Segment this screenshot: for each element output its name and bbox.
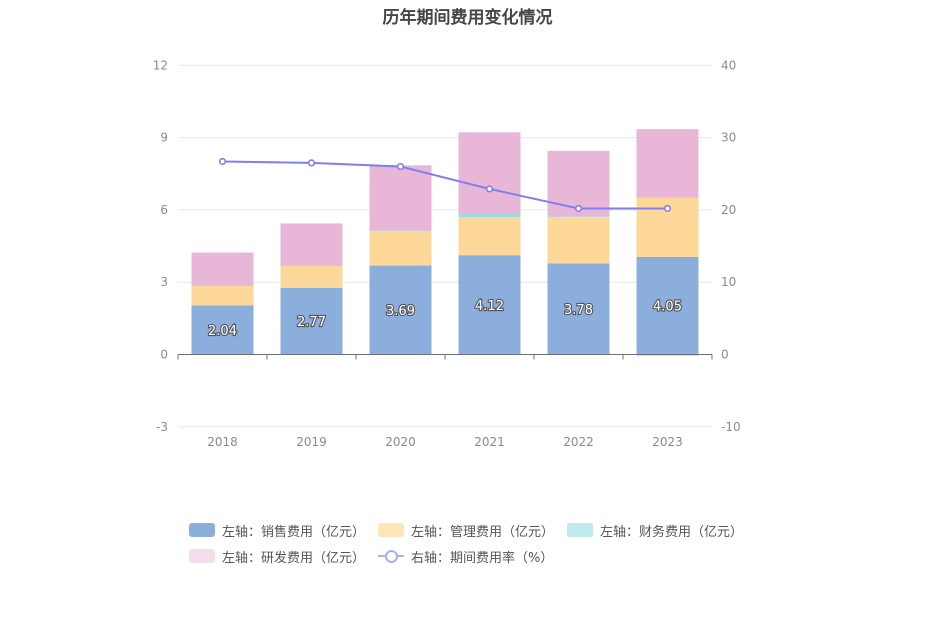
legend-label-sales: 左轴：销售费用（亿元） — [222, 524, 366, 540]
legend-item-rate[interactable]: 右轴：期间费用率（%） — [378, 547, 554, 566]
legend-label-rd: 左轴：研发费用（亿元） — [222, 550, 366, 566]
bar-segment — [280, 265, 343, 267]
bar-segment — [636, 354, 699, 356]
rate-line-path — [222, 160, 668, 210]
bar-segment — [369, 265, 432, 355]
bar-segment — [280, 266, 343, 288]
bar-data-label: 2.04 — [208, 324, 237, 339]
legend-item-admin[interactable]: 左轴：管理费用（亿元） — [378, 521, 555, 540]
legend-swatch-admin — [378, 523, 404, 537]
grid-lines — [178, 64, 712, 428]
left-tick-label: -3 — [156, 420, 168, 434]
rate-line-point — [396, 162, 405, 171]
bars — [191, 129, 699, 356]
bar-segment — [636, 256, 699, 355]
x-tick-label: 2018 — [207, 435, 238, 449]
bar-segment — [191, 286, 254, 306]
bar-data-label: 3.78 — [564, 303, 593, 318]
left-tick-label: 3 — [160, 275, 168, 289]
left-tick-label: 9 — [160, 131, 168, 145]
x-tick-label: 2023 — [652, 435, 683, 449]
legend-swatch-finance — [567, 523, 593, 537]
bar-segment — [280, 223, 343, 266]
legend-item-sales[interactable]: 左轴：销售费用（亿元） — [189, 521, 366, 540]
right-tick-label: 10 — [721, 275, 736, 289]
legend-item-finance[interactable]: 左轴：财务费用（亿元） — [567, 521, 744, 540]
bar-segment — [458, 255, 521, 355]
bar-segment — [280, 287, 343, 355]
rate-line-point — [218, 157, 227, 166]
bar-segment — [191, 252, 254, 286]
bar-segment — [547, 217, 610, 264]
x-tick-label: 2019 — [296, 435, 327, 449]
rate-line-point — [574, 204, 583, 213]
bar-data-label: 4.05 — [653, 300, 682, 315]
right-tick-label: 20 — [721, 203, 736, 217]
bar-segment — [636, 129, 699, 198]
bar-segment — [369, 230, 432, 232]
bar-segment — [547, 216, 610, 218]
x-tick-label: 2022 — [563, 435, 594, 449]
rate-line — [218, 157, 672, 213]
right-tick-label: 0 — [721, 348, 729, 362]
right-tick-label: 40 — [721, 58, 736, 72]
bar-segment — [369, 231, 432, 266]
right-tick-label: -10 — [721, 420, 741, 434]
x-tick-label: 2021 — [474, 435, 505, 449]
bar-segment — [369, 165, 432, 231]
bar-segment — [191, 305, 254, 355]
rate-line-point — [307, 159, 316, 167]
bar-segment — [458, 213, 521, 218]
x-tick-label: 2020 — [385, 435, 416, 449]
bar-data-label: 2.77 — [297, 315, 326, 330]
rate-line-point — [663, 204, 672, 213]
data-labels: 2.04 2.77 3.69 4.12 3.78 4.05 — [207, 298, 683, 340]
left-tick-label: 12 — [153, 58, 168, 72]
left-tick-label: 0 — [160, 348, 168, 362]
legend-swatch-sales — [189, 523, 215, 537]
left-tick-label: 6 — [160, 203, 168, 217]
legend-item-rd[interactable]: 左轴：研发费用（亿元） — [189, 547, 366, 566]
rate-line-point — [485, 185, 494, 193]
legend-label-admin: 左轴：管理费用（亿元） — [411, 524, 555, 540]
bar-segment — [458, 217, 521, 256]
bar-data-label: 3.69 — [386, 304, 415, 319]
bar-segment — [191, 285, 254, 287]
legend-label-rate: 右轴：期间费用率（%） — [411, 550, 554, 566]
chart-title: 历年期间费用变化情况 — [382, 8, 553, 28]
bar-segment — [458, 132, 521, 214]
bar-segment — [547, 263, 610, 355]
axes: 12 40 9 30 6 20 3 10 0 0 -3 -10 2018 2019 2020 2021 2022… — [153, 58, 741, 449]
legend-swatch-rd — [189, 549, 215, 563]
legend-label-finance: 左轴：财务费用（亿元） — [600, 524, 744, 540]
legend-line-icon — [378, 549, 404, 563]
right-tick-label: 30 — [721, 131, 736, 145]
bar-data-label: 4.12 — [475, 299, 504, 314]
